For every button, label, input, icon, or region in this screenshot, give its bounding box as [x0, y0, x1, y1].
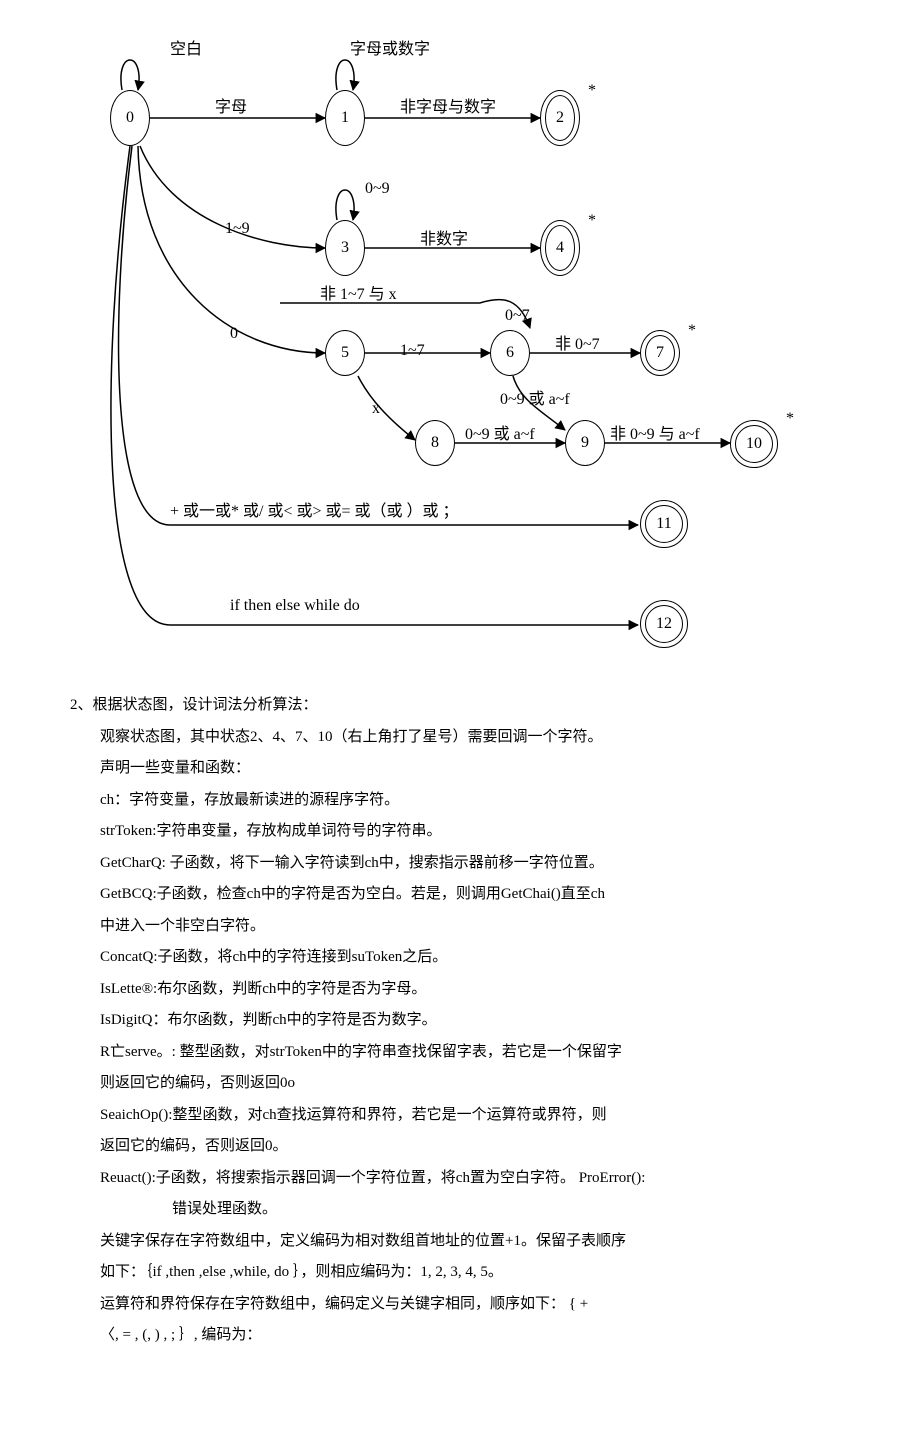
- line-5: strToken:字符串变量，存放构成单词符号的字符串。: [100, 816, 810, 848]
- state-node-8: 8: [415, 420, 455, 466]
- label-e89a: 0~9 或 a~f: [500, 385, 570, 409]
- line-9: ConcatQ:子函数，将ch中的字符连接到suToken之后。: [100, 942, 810, 974]
- line-2: 观察状态图，其中状态2、4、7、10（右上角打了星号）需要回调一个字符。: [100, 722, 810, 754]
- star-7: *: [688, 322, 696, 340]
- line-16: Reuact():子函数，将搜索指示器回调一个字符位置，将ch置为空白字符。 P…: [100, 1163, 810, 1195]
- line-13: 则返回它的编码，否则返回0o: [100, 1068, 810, 1100]
- line-20: 运算符和界符保存在字符数组中，编码定义与关键字相同，顺序如下： { +: [100, 1289, 810, 1321]
- state-node-9: 9: [565, 420, 605, 466]
- star-4: *: [588, 212, 596, 230]
- label-e89: 0~9 或 a~f: [465, 420, 535, 444]
- line-17: 错误处理函数。: [100, 1194, 810, 1226]
- label-top1: 字母或数字: [350, 35, 430, 59]
- line-14: SeaichOp():整型函数，对ch查找运算符和界符，若它是一个运算符或界符，…: [100, 1100, 810, 1132]
- line-18: 关键字保存在字符数组中，定义编码为相对数组首地址的位置+1。保留子表顺序: [100, 1226, 810, 1258]
- state-node-5: 5: [325, 330, 365, 376]
- label-e56: 1~7: [400, 342, 425, 360]
- state-diagram-container: 0 1 2 * 3 4 * 5 6 7 * 8 9 10 * 11 12 空白 …: [0, 0, 920, 660]
- label-e01: 字母: [215, 93, 247, 117]
- label-row3a: 非 1~7 与 x: [320, 280, 397, 304]
- state-node-7: 7: [640, 330, 680, 376]
- state-node-2: 2: [540, 90, 580, 146]
- line-21: 〈, = , (, ) , ; ｝, 编码为：: [100, 1320, 810, 1352]
- line-12: R亡serve。: 整型函数，对strToken中的字符串查找保留字表，若它是一…: [100, 1037, 810, 1069]
- state-node-4: 4: [540, 220, 580, 276]
- state-node-12: 12: [640, 600, 688, 648]
- line-10: IsLette®:布尔函数，判断ch中的字符是否为字母。: [100, 974, 810, 1006]
- line-1: 2、根据状态图，设计词法分析算法：: [70, 690, 810, 722]
- line-7: GetBCQ:子函数，检查ch中的字符是否为空白。若是，则调用GetChai()…: [100, 879, 810, 911]
- label-e03: 1~9: [225, 220, 250, 238]
- label-e12: 非字母与数字: [400, 93, 496, 117]
- line-6: GetCharQ: 子函数，将下一输入字符读到ch中，搜索指示器前移一字符位置。: [100, 848, 810, 880]
- label-row3b: 0~7: [505, 307, 530, 325]
- star-10: *: [786, 410, 794, 428]
- label-e58: x: [372, 400, 380, 418]
- state-node-10: 10: [730, 420, 778, 468]
- state-diagram: 0 1 2 * 3 4 * 5 6 7 * 8 9 10 * 11 12 空白 …: [110, 20, 810, 660]
- label-e012: if then else while do: [230, 597, 360, 615]
- label-e910: 非 0~9 与 a~f: [610, 420, 700, 444]
- label-e34: 非数字: [420, 225, 468, 249]
- line-8: 中进入一个非空白字符。: [100, 911, 810, 943]
- line-19: 如下：｛if ,then ,else ,while, do ｝，则相应编码为：1…: [100, 1257, 810, 1289]
- state-node-11: 11: [640, 500, 688, 548]
- state-node-0: 0: [110, 90, 150, 146]
- line-3: 声明一些变量和函数：: [100, 753, 810, 785]
- label-e05: 0: [230, 325, 238, 343]
- label-e67: 非 0~7: [555, 330, 600, 354]
- label-e011: + 或一或* 或/ 或< 或> 或= 或（或 ）或 ；: [170, 497, 459, 521]
- state-node-6: 6: [490, 330, 530, 376]
- label-e03-loop: 0~9: [365, 180, 390, 198]
- state-node-1: 1: [325, 90, 365, 146]
- line-15: 返回它的编码，否则返回0。: [100, 1131, 810, 1163]
- star-2: *: [588, 82, 596, 100]
- label-top0: 空白: [170, 35, 202, 59]
- text-body: 2、根据状态图，设计词法分析算法： 观察状态图，其中状态2、4、7、10（右上角…: [0, 660, 920, 1392]
- state-node-3: 3: [325, 220, 365, 276]
- line-11: IsDigitQ：布尔函数，判断ch中的字符是否为数字。: [100, 1005, 810, 1037]
- line-4: ch：字符变量，存放最新读进的源程序字符。: [100, 785, 810, 817]
